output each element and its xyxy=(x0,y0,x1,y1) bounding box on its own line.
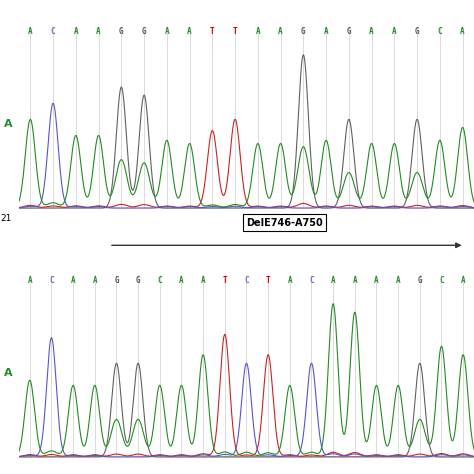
Text: A: A xyxy=(92,276,97,285)
Text: A: A xyxy=(288,276,292,285)
Text: A: A xyxy=(331,276,336,285)
Text: A: A xyxy=(28,27,33,36)
Text: G: G xyxy=(119,27,124,36)
Text: A: A xyxy=(71,276,75,285)
Text: T: T xyxy=(266,276,271,285)
Text: A: A xyxy=(201,276,205,285)
Text: A: A xyxy=(461,276,465,285)
Text: C: C xyxy=(157,276,162,285)
Text: G: G xyxy=(346,27,351,36)
Text: A: A xyxy=(278,27,283,36)
Text: G: G xyxy=(142,27,146,36)
Text: A: A xyxy=(4,368,12,378)
Text: G: G xyxy=(114,276,119,285)
Text: A: A xyxy=(396,276,401,285)
Text: A: A xyxy=(255,27,260,36)
Text: A: A xyxy=(392,27,397,36)
Text: C: C xyxy=(439,276,444,285)
Text: G: G xyxy=(418,276,422,285)
Text: A: A xyxy=(369,27,374,36)
Text: A: A xyxy=(353,276,357,285)
Text: DelE746-A750: DelE746-A750 xyxy=(246,218,323,228)
Text: C: C xyxy=(438,27,442,36)
Text: C: C xyxy=(51,27,55,36)
Text: T: T xyxy=(222,276,227,285)
Text: A: A xyxy=(73,27,78,36)
Text: A: A xyxy=(3,119,12,129)
Text: T: T xyxy=(210,27,215,36)
Text: A: A xyxy=(179,276,184,285)
Text: T: T xyxy=(233,27,237,36)
Text: A: A xyxy=(187,27,192,36)
Text: A: A xyxy=(27,276,32,285)
Text: G: G xyxy=(301,27,306,36)
Text: A: A xyxy=(460,27,465,36)
Text: A: A xyxy=(96,27,101,36)
Text: A: A xyxy=(374,276,379,285)
Text: G: G xyxy=(415,27,419,36)
Text: C: C xyxy=(309,276,314,285)
Text: 21: 21 xyxy=(1,214,12,223)
Text: G: G xyxy=(136,276,140,285)
Text: C: C xyxy=(244,276,249,285)
Text: A: A xyxy=(324,27,328,36)
Text: C: C xyxy=(49,276,54,285)
Text: A: A xyxy=(164,27,169,36)
